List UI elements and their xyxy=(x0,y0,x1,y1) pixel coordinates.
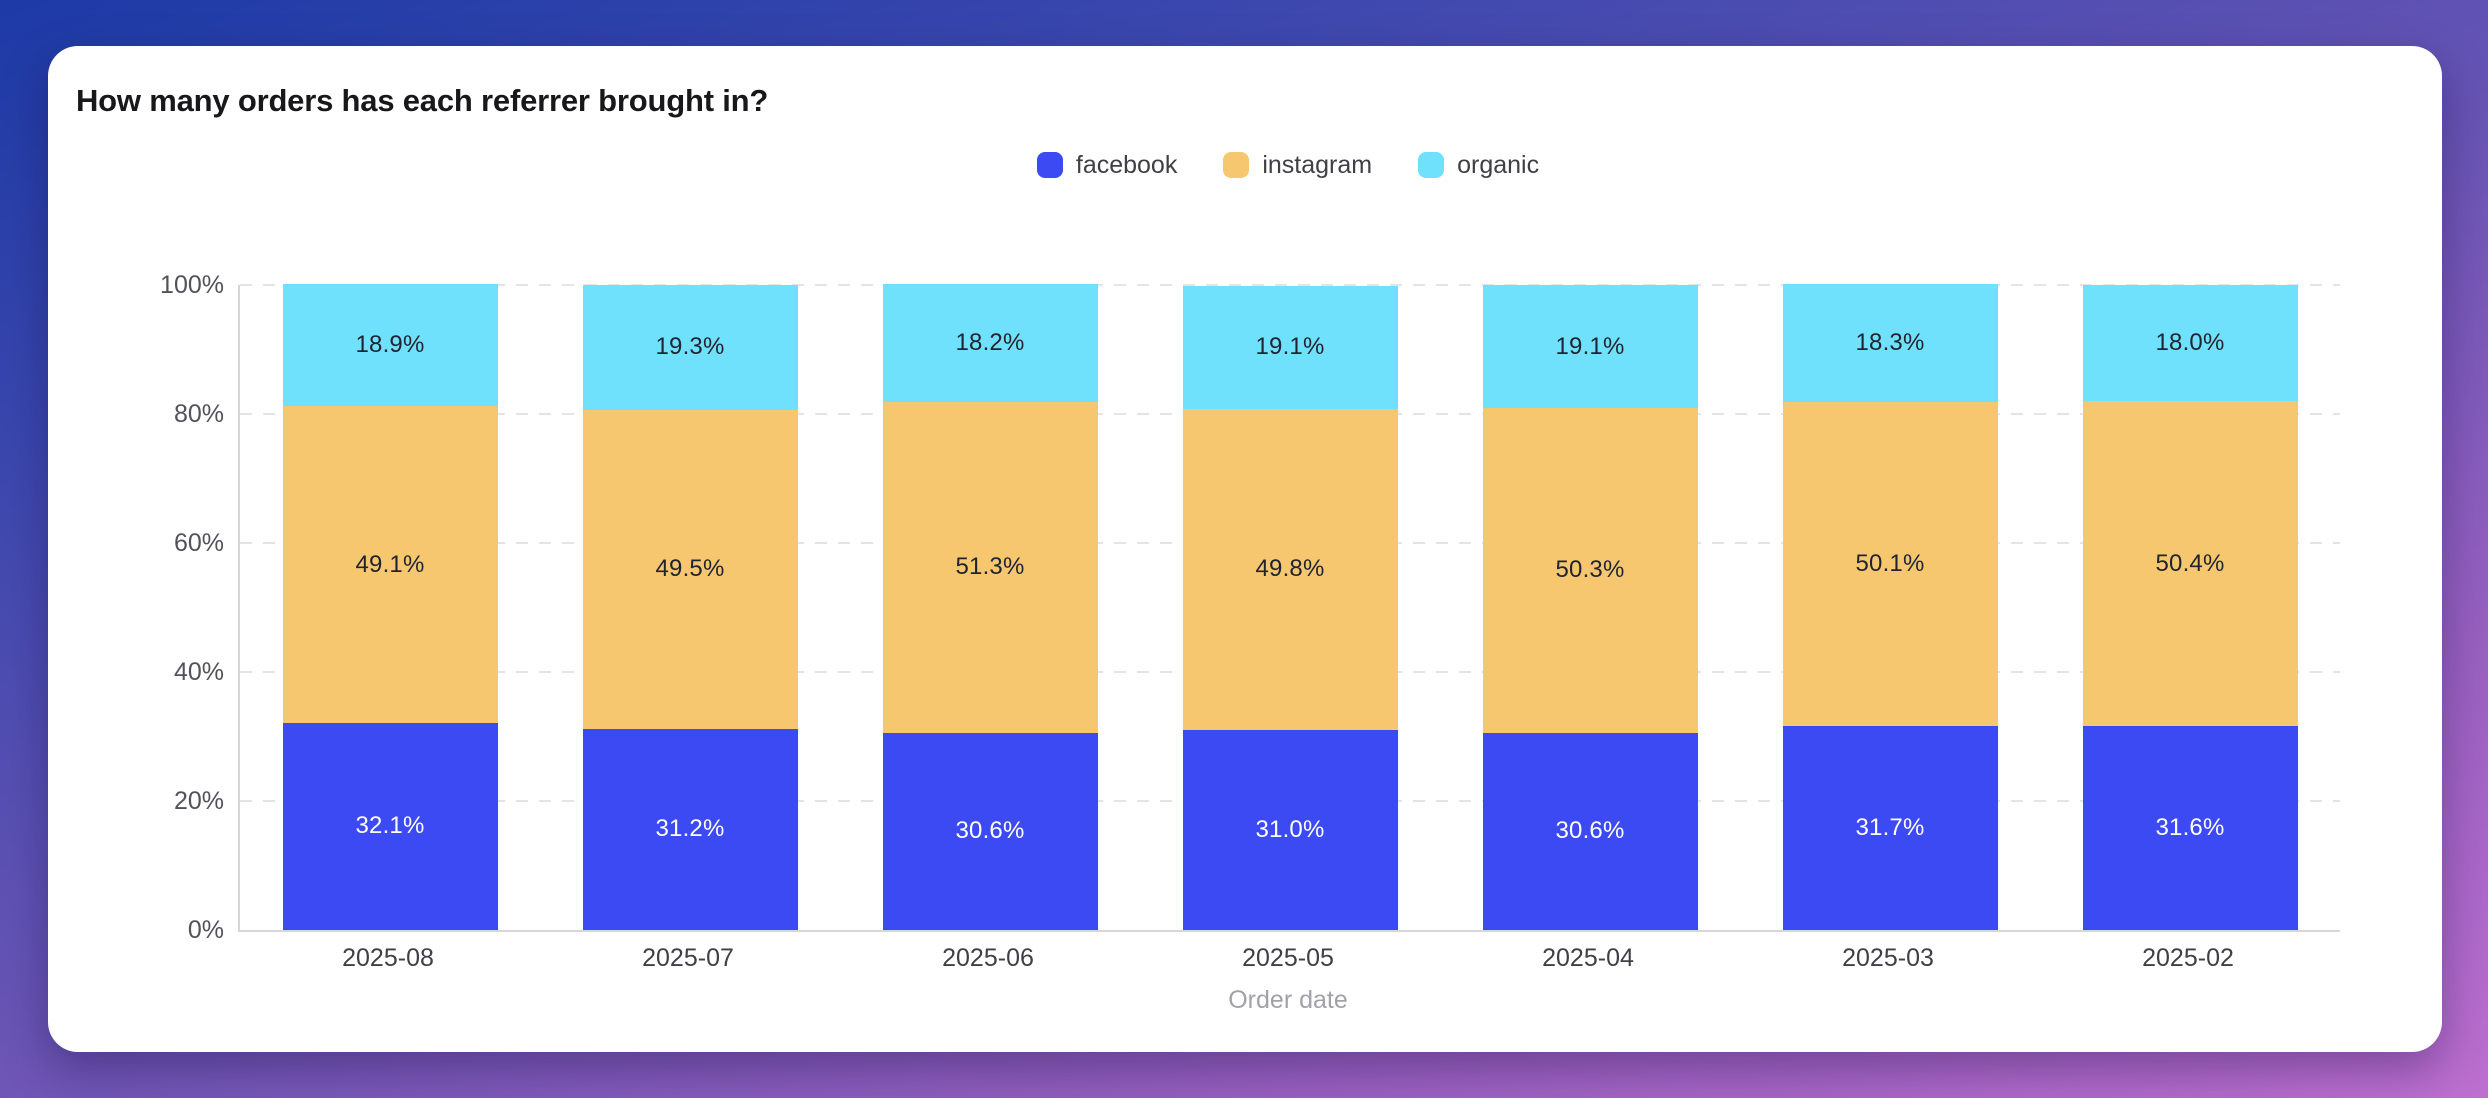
bar-segment-facebook-2025-04[interactable]: 30.6% xyxy=(1482,732,1698,930)
bar-value-label-instagram-2025-04: 50.3% xyxy=(1555,556,1625,584)
y-tick-label-100%: 100% xyxy=(160,271,224,299)
bar-value-label-instagram-2025-08: 49.1% xyxy=(355,550,425,578)
x-axis-title: Order date xyxy=(1228,986,1348,1014)
x-tick-label-2025-04: 2025-04 xyxy=(1542,944,1634,972)
legend-label-instagram: instagram xyxy=(1262,150,1373,179)
y-tick-label-20%: 20% xyxy=(173,787,224,815)
bar-value-label-organic-2025-08: 18.9% xyxy=(355,331,425,359)
bar-value-label-facebook-2025-02: 31.6% xyxy=(2155,814,2225,842)
bar-segment-facebook-2025-08[interactable]: 32.1% xyxy=(282,722,498,930)
bar-value-label-facebook-2025-05: 31.0% xyxy=(1255,816,1325,844)
bar-value-label-facebook-2025-04: 30.6% xyxy=(1555,817,1625,845)
bar-segment-organic-2025-05[interactable]: 19.1% xyxy=(1182,285,1398,409)
y-tick-label-0%: 0% xyxy=(187,916,224,944)
x-tick-label-2025-02: 2025-02 xyxy=(2142,944,2234,972)
bar-segment-organic-2025-02[interactable]: 18.0% xyxy=(2082,285,2298,402)
bar-segment-organic-2025-07[interactable]: 19.3% xyxy=(582,285,798,410)
bar-segment-instagram-2025-07[interactable]: 49.5% xyxy=(582,409,798,729)
legend: facebook instagram organic xyxy=(238,148,2338,182)
x-tick-label-2025-08: 2025-08 xyxy=(342,944,434,972)
legend-marker-organic-icon xyxy=(1418,152,1445,178)
x-tick-label-2025-06: 2025-06 xyxy=(942,944,1034,972)
bar-segment-organic-2025-06[interactable]: 18.2% xyxy=(882,284,1098,402)
bar-segment-instagram-2025-03[interactable]: 50.1% xyxy=(1782,402,1998,726)
legend-item-instagram[interactable]: instagram xyxy=(1223,151,1372,180)
bar-value-label-facebook-2025-08: 32.1% xyxy=(355,812,425,840)
bar-value-label-organic-2025-02: 18.0% xyxy=(2155,329,2225,357)
bar-segment-facebook-2025-05[interactable]: 31.0% xyxy=(1182,730,1398,930)
bar-value-label-organic-2025-04: 19.1% xyxy=(1555,332,1625,360)
bar-segment-organic-2025-08[interactable]: 18.9% xyxy=(282,284,498,407)
y-tick-label-80%: 80% xyxy=(173,400,224,428)
legend-item-facebook[interactable]: facebook xyxy=(1036,150,1178,180)
bar-segment-facebook-2025-07[interactable]: 31.2% xyxy=(582,728,798,930)
bar-segment-instagram-2025-06[interactable]: 51.3% xyxy=(882,401,1098,733)
bar-segment-facebook-2025-02[interactable]: 31.6% xyxy=(2082,726,2298,930)
legend-marker-facebook-icon xyxy=(1036,152,1063,178)
bar-value-label-facebook-2025-03: 31.7% xyxy=(1855,813,1925,841)
bar-segment-instagram-2025-08[interactable]: 49.1% xyxy=(282,406,498,723)
legend-item-organic[interactable]: organic xyxy=(1418,151,1539,180)
chart-title: How many orders has each referrer brough… xyxy=(76,83,769,118)
x-tick-label-2025-05: 2025-05 xyxy=(1242,944,1334,972)
bar-segment-organic-2025-04[interactable]: 19.1% xyxy=(1482,285,1698,409)
bar-segment-facebook-2025-06[interactable]: 30.6% xyxy=(882,732,1098,930)
bar-segment-instagram-2025-04[interactable]: 50.3% xyxy=(1482,408,1698,733)
y-tick-label-40%: 40% xyxy=(173,658,224,686)
legend-marker-instagram-icon xyxy=(1223,152,1250,178)
bar-value-label-organic-2025-06: 18.2% xyxy=(955,329,1025,357)
legend-label-organic: organic xyxy=(1457,150,1540,179)
bar-value-label-organic-2025-07: 19.3% xyxy=(655,333,725,361)
bar-segment-facebook-2025-03[interactable]: 31.7% xyxy=(1782,725,1998,930)
y-axis-labels: 0% 20% 40% 60% 80% 100% xyxy=(88,271,224,944)
x-axis-labels: 2025-08 2025-07 2025-06 2025-05 2025-04 2025-… xyxy=(238,942,2338,976)
gridline-100% xyxy=(240,284,2340,286)
bar-segment-organic-2025-03[interactable]: 18.3% xyxy=(1782,284,1998,403)
legend-label-facebook: facebook xyxy=(1075,150,1178,179)
bar-value-label-facebook-2025-06: 30.6% xyxy=(955,817,1025,845)
bar-value-label-instagram-2025-07: 49.5% xyxy=(655,555,725,583)
bar-value-label-instagram-2025-06: 51.3% xyxy=(955,553,1025,581)
chart-card: How many orders has each referrer brough… xyxy=(48,46,2442,1052)
bar-value-label-facebook-2025-07: 31.2% xyxy=(655,815,725,843)
bar-value-label-instagram-2025-02: 50.4% xyxy=(2155,549,2225,577)
bar-value-label-instagram-2025-05: 49.8% xyxy=(1255,555,1325,583)
bar-value-label-organic-2025-03: 18.3% xyxy=(1855,329,1925,357)
x-tick-label-2025-03: 2025-03 xyxy=(1842,944,1934,972)
bar-segment-instagram-2025-05[interactable]: 49.8% xyxy=(1182,408,1398,731)
bar-segment-instagram-2025-02[interactable]: 50.4% xyxy=(2082,401,2298,727)
plot-area: 32.1% 49.1% 18.9% 31.2% 49.5% 19.3% 30.6% 51.3%… xyxy=(238,284,2340,932)
y-tick-label-60%: 60% xyxy=(173,529,224,557)
bar-value-label-organic-2025-05: 19.1% xyxy=(1255,333,1325,361)
x-tick-label-2025-07: 2025-07 xyxy=(642,944,734,972)
bar-value-label-instagram-2025-03: 50.1% xyxy=(1855,549,1925,577)
